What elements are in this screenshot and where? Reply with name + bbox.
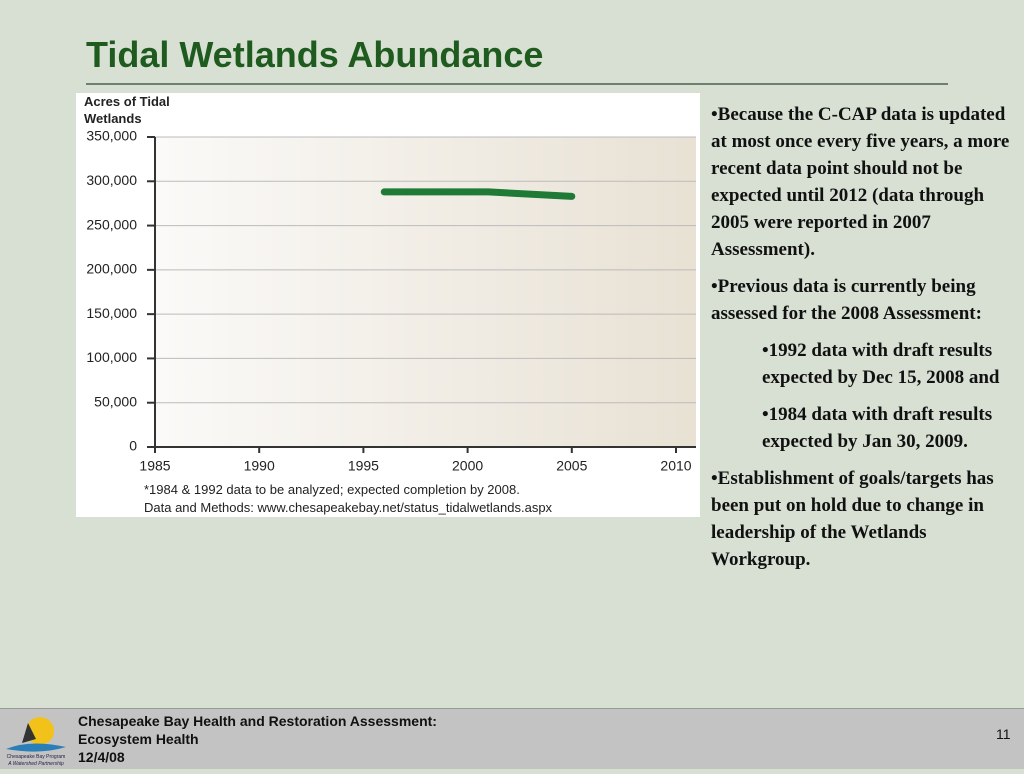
footer-line: 12/4/08 xyxy=(78,749,125,765)
bullet-list: Because the C-CAP data is updated at mos… xyxy=(711,101,1016,583)
y-tick-label: 50,000 xyxy=(94,393,137,409)
bullet: Previous data is currently being assesse… xyxy=(711,273,1016,327)
bullet: Establishment of goals/targets has been … xyxy=(711,465,1016,573)
x-tick-label: 2005 xyxy=(556,458,587,474)
y-tick-label: 250,000 xyxy=(86,216,137,232)
sub-bullet: 1992 data with draft results expected by… xyxy=(762,337,1016,391)
title-rule xyxy=(86,83,948,85)
page-number: 11 xyxy=(996,726,1011,742)
chart: 0 50,000 100,000 150,000 200,000 250,000 300,0… xyxy=(86,128,696,474)
footer-line: Ecosystem Health xyxy=(78,731,199,747)
y-tick-label: 0 xyxy=(129,438,137,454)
plot-area xyxy=(155,137,696,447)
logo-text: Chesapeake Bay Program xyxy=(6,754,66,760)
footer: Chesapeake Bay Program A Watershed Partn… xyxy=(0,708,1024,769)
chart-panel: 0 50,000 100,000 150,000 200,000 250,000 300,0… xyxy=(76,93,700,517)
footer-text: Chesapeake Bay Health and Restoration As… xyxy=(78,712,437,766)
sub-bullet: 1984 data with draft results expected by… xyxy=(762,401,1016,455)
x-tick-label: 1995 xyxy=(348,458,379,474)
chart-note: Data and Methods: www.chesapeakebay.net/… xyxy=(144,500,553,515)
x-tick-label: 1990 xyxy=(244,458,275,474)
bullet: Because the C-CAP data is updated at mos… xyxy=(711,101,1016,263)
footer-line: Chesapeake Bay Health and Restoration As… xyxy=(78,713,437,729)
y-tick-label: 300,000 xyxy=(86,172,137,188)
y-axis-label: Acres of Tidal Wetlands xyxy=(84,94,170,126)
y-tick-label: 200,000 xyxy=(86,261,137,277)
chart-note: *1984 & 1992 data to be analyzed; expect… xyxy=(144,482,520,497)
x-tick-label: 1985 xyxy=(139,458,170,474)
y-tick-label: 150,000 xyxy=(86,305,137,321)
slide-title: Tidal Wetlands Abundance xyxy=(86,34,544,75)
y-tick-label: 100,000 xyxy=(86,349,137,365)
data-line xyxy=(380,188,576,200)
x-tick-label: 2000 xyxy=(452,458,483,474)
logo-graphic xyxy=(6,717,66,752)
logo: Chesapeake Bay Program A Watershed Partn… xyxy=(0,709,72,769)
x-tick-label: 2010 xyxy=(660,458,691,474)
logo-text: A Watershed Partnership xyxy=(8,761,64,767)
y-tick-label: 350,000 xyxy=(86,128,137,144)
